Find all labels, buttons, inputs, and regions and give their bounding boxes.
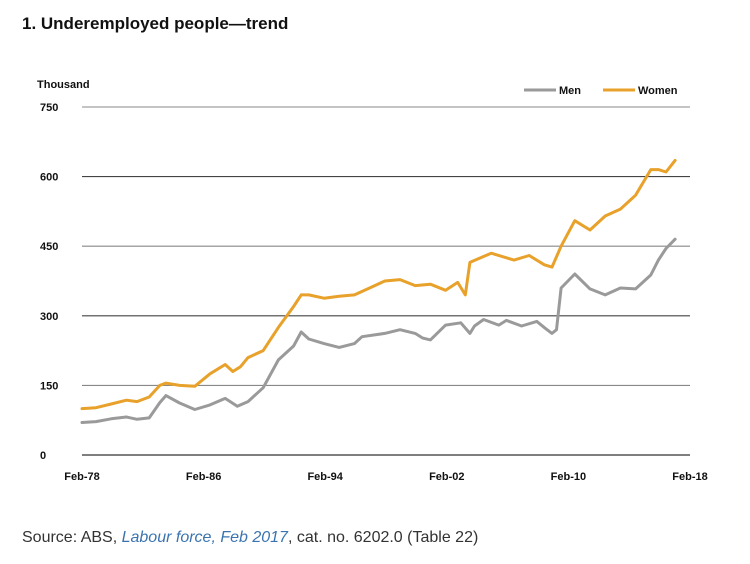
y-tick-label: 300	[40, 311, 58, 323]
chart: 0 150 300 450 600 750 Feb-78 Feb-86 Feb-94 Feb-0…	[37, 79, 708, 483]
y-tick-label: 450	[40, 241, 58, 253]
source-prefix: Source: ABS,	[22, 529, 122, 546]
x-tick-label: Feb-02	[429, 471, 464, 483]
x-tick-labels: Feb-78 Feb-86 Feb-94 Feb-02 Feb-10 Feb-18	[64, 471, 707, 483]
y-tick-label: 750	[40, 102, 58, 114]
series-line-men	[80, 237, 677, 424]
y-tick-labels: 0 150 300 450 600 750	[40, 102, 58, 462]
y-tick-label: 0	[40, 450, 46, 462]
x-tick-label: Feb-78	[64, 471, 99, 483]
legend: Men Women	[524, 85, 678, 97]
gridlines	[82, 106, 690, 456]
source-link[interactable]: Labour force, Feb 2017	[121, 529, 288, 546]
y-tick-label: 150	[40, 380, 58, 392]
source-suffix: , cat. no. 6202.0 (Table 22)	[287, 529, 479, 546]
series-lines	[80, 158, 677, 424]
source-note: Source: ABS, Labour force, Feb 2017, cat…	[22, 529, 478, 547]
legend-label-men: Men	[559, 85, 581, 97]
series-line-women	[80, 158, 677, 411]
x-tick-label: Feb-94	[307, 471, 343, 483]
y-axis-label: Thousand	[37, 79, 90, 91]
y-tick-label: 600	[40, 172, 58, 184]
x-tick-label: Feb-10	[551, 471, 586, 483]
page-title: 1. Underemployed people—trend	[22, 14, 289, 33]
x-tick-label: Feb-86	[186, 471, 221, 483]
x-tick-label: Feb-18	[672, 471, 707, 483]
legend-label-women: Women	[638, 85, 678, 97]
